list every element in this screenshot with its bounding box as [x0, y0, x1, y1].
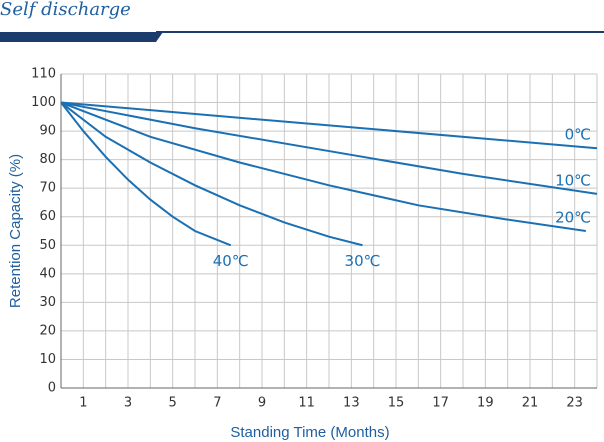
x-tick-label: 11 — [298, 396, 315, 411]
y-tick-label: 20 — [39, 323, 56, 338]
series-label: 30℃ — [345, 252, 381, 270]
y-tick-label: 70 — [39, 181, 56, 196]
y-tick-label: 50 — [39, 238, 56, 253]
series-line — [60, 101, 598, 195]
y-tick-label: 60 — [39, 209, 56, 224]
x-axis-title: Standing Time (Months) — [230, 424, 389, 441]
series-line — [60, 101, 586, 232]
y-tick-label: 90 — [39, 124, 56, 139]
x-tick-label: 23 — [566, 396, 583, 411]
x-tick-label: 1 — [79, 396, 87, 411]
x-tick-label: 19 — [477, 396, 494, 411]
series-line — [60, 101, 598, 150]
x-tick-label: 15 — [388, 396, 405, 411]
series-label: 0℃ — [565, 126, 591, 144]
x-tick-label: 17 — [432, 396, 449, 411]
y-axis-title: Retention Capacity (%) — [7, 154, 24, 308]
series-label: 40℃ — [213, 252, 249, 270]
x-tick-label: 3 — [124, 396, 132, 411]
x-tick-label: 7 — [213, 396, 221, 411]
y-tick-label: 110 — [31, 67, 56, 82]
y-tick-label: 10 — [39, 352, 56, 367]
x-tick-label: 9 — [258, 396, 266, 411]
y-tick-label: 80 — [39, 152, 56, 167]
series-label: 10℃ — [555, 171, 591, 189]
series-line — [60, 101, 363, 247]
y-tick-label: 40 — [39, 266, 56, 281]
y-tick-label: 100 — [31, 95, 56, 110]
x-tick-label: 13 — [343, 396, 360, 411]
header-bar — [0, 32, 163, 42]
y-tick-label: 30 — [39, 295, 56, 310]
series-label: 20℃ — [555, 209, 591, 227]
x-tick-label: 21 — [522, 396, 539, 411]
series-line — [60, 101, 232, 247]
x-tick-label: 5 — [169, 396, 177, 411]
y-tick-label: 0 — [48, 381, 56, 396]
chart-title: Self discharge — [0, 0, 131, 20]
